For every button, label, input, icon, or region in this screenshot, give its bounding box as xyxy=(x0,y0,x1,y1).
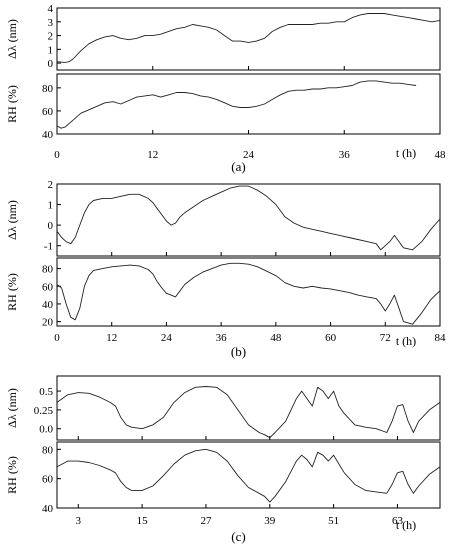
panel-b-xtick-label: 72 xyxy=(380,332,391,344)
panel-a-wavelength-ytick-label: 4 xyxy=(48,3,54,15)
panel-b-rh-ytick-label: 20 xyxy=(42,317,54,329)
panel-c-rh-ylabel: RH (%) xyxy=(5,456,19,494)
panel-b-wavelength-ytick-label: 1 xyxy=(48,200,54,212)
panel-c-rh-ytick-label: 40 xyxy=(42,503,54,515)
panel-c-xtick-label: 27 xyxy=(200,515,212,527)
panel-b-rh-ytick-label: 40 xyxy=(42,299,54,311)
panel-c-xtick-label: 63 xyxy=(392,515,404,527)
panel-c-xtick-label: 51 xyxy=(328,515,339,527)
panel-b-wavelength-frame xyxy=(56,183,441,257)
panel-b-rh-frame xyxy=(56,257,441,327)
panel-a-xtick-label: 48 xyxy=(435,149,447,161)
panel-b-xtick-label: 0 xyxy=(54,332,60,344)
panel-c-wavelength-ytick-label: 0.5 xyxy=(39,386,53,398)
panel-c-wavelength-ytick-label: 0.25 xyxy=(34,405,54,417)
panel-a-wavelength-ytick-label: 3 xyxy=(48,17,54,29)
panel-b-xlabel: t (h) xyxy=(396,334,416,348)
panel-b-rh-ytick-label: 60 xyxy=(42,281,54,293)
panel-b-xtick-label: 48 xyxy=(270,332,282,344)
panel-b-rh-ylabel: RH (%) xyxy=(5,273,19,311)
panel-b-xtick-label: 36 xyxy=(216,332,228,344)
panel-b-wavelength-ytick-label: 0 xyxy=(48,220,54,232)
panel-a-xlabel: t (h) xyxy=(396,146,416,160)
panel-c-xlabel: t (h) xyxy=(396,518,416,532)
panel-a-rh-ylabel: RH (%) xyxy=(5,85,19,123)
panel-c-xtick-label: 39 xyxy=(264,515,276,527)
panel-b-xtick-label: 24 xyxy=(161,332,173,344)
panel-a-xtick-label: 24 xyxy=(243,149,255,161)
panel-b-xtick-label: 84 xyxy=(435,332,447,344)
panel-a-xtick-label: 12 xyxy=(147,149,158,161)
panel-a-wavelength-series-line xyxy=(56,13,441,63)
panel-a-xtick-label: 36 xyxy=(339,149,351,161)
panel-c-wavelength-frame xyxy=(56,375,441,441)
panel-a-wavelength-ytick-label: 0 xyxy=(48,58,54,70)
panel-b-rh-ytick-label: 80 xyxy=(42,264,54,276)
panel-b-rh-series-line xyxy=(56,262,441,325)
panel-c-wavelength-ylabel: Δλ (nm) xyxy=(5,388,19,428)
panel-c-wavelength-series-line xyxy=(56,386,441,439)
panel-a-wavelength-ylabel: Δλ (nm) xyxy=(5,19,19,59)
panel-c-rh-ytick-label: 60 xyxy=(42,474,54,486)
panel-a-label: (a) xyxy=(231,159,245,174)
panel-c-wavelength-ytick-label: 0.0 xyxy=(39,424,53,436)
panel-a-rh-ytick-label: 60 xyxy=(42,106,54,118)
panel-c-label: (c) xyxy=(231,529,245,544)
panel-b-xtick-label: 60 xyxy=(325,332,337,344)
panel-a-xtick-label: 0 xyxy=(54,149,60,161)
panel-b-xtick-label: 12 xyxy=(106,332,117,344)
panel-c-rh-series-line xyxy=(56,448,441,503)
panel-c-rh-ytick-label: 80 xyxy=(42,444,54,456)
panel-c-rh-frame xyxy=(56,441,441,509)
panel-a-rh-series-line xyxy=(56,80,417,129)
panel-c-xtick-label: 3 xyxy=(76,515,82,527)
panel-a-wavelength-frame xyxy=(56,7,441,71)
panel-b-wavelength-ylabel: Δλ (nm) xyxy=(5,200,19,240)
panel-a-rh-ytick-label: 80 xyxy=(42,83,54,95)
panel-c-xtick-label: 15 xyxy=(137,515,149,527)
panel-a-rh-ytick-label: 40 xyxy=(42,129,54,141)
panel-a-wavelength-ytick-label: 1 xyxy=(48,44,54,56)
panel-b-wavelength-series-line xyxy=(56,185,441,251)
panel-a-rh-frame xyxy=(56,73,441,135)
panel-b-wavelength-ytick-label: 2 xyxy=(48,179,54,191)
panel-b-label: (b) xyxy=(231,344,246,359)
panel-b-wavelength-ytick-label: -1 xyxy=(44,241,53,253)
panel-a-wavelength-ytick-label: 2 xyxy=(48,31,54,43)
